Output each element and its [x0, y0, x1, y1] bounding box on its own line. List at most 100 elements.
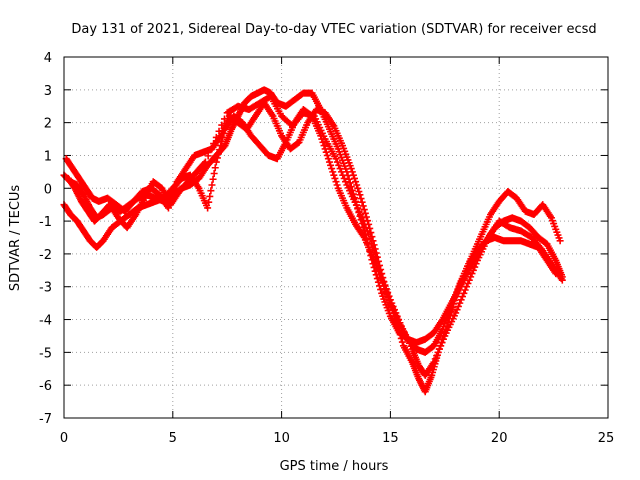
- data-point: [389, 302, 397, 310]
- data-point: [207, 187, 215, 195]
- data-point: [397, 334, 405, 342]
- data-point: [365, 230, 373, 238]
- series-track-c: [62, 99, 564, 396]
- data-point: [172, 181, 180, 189]
- data-point: [331, 174, 339, 182]
- data-point: [210, 170, 218, 178]
- data-point: [218, 121, 226, 129]
- data-point: [339, 171, 347, 179]
- data-point: [373, 275, 381, 283]
- data-point: [354, 184, 362, 192]
- y-tick-label: 4: [44, 51, 52, 66]
- data-point: [388, 299, 396, 307]
- data-point: [325, 158, 333, 166]
- data-point: [556, 237, 564, 245]
- data-point: [201, 158, 209, 166]
- data-point: [211, 164, 219, 172]
- data-point: [447, 307, 455, 315]
- data-point: [384, 288, 392, 296]
- data-point: [472, 260, 480, 268]
- y-tick-label: 2: [44, 117, 52, 132]
- data-point: [366, 235, 374, 243]
- data-point: [386, 296, 394, 304]
- axis-ticks: 0 5 10 15 20 25 -7 -6 -5 -4 -3 -2 -1 0 1 2 3 4: [39, 51, 614, 446]
- data-point: [382, 285, 390, 293]
- data-point: [332, 178, 340, 186]
- y-tick-label: -7: [39, 412, 52, 427]
- x-axis-label: GPS time / hours: [280, 459, 389, 474]
- data-point: [460, 289, 468, 297]
- data-point: [359, 217, 367, 225]
- data-point: [376, 266, 384, 274]
- data-point: [327, 161, 335, 169]
- data-point: [471, 263, 479, 271]
- data-point: [385, 292, 393, 300]
- data-point: [437, 342, 445, 350]
- data-point: [200, 159, 208, 167]
- data-point: [333, 181, 341, 189]
- data-point: [469, 266, 477, 274]
- data-point: [333, 158, 341, 166]
- data-point: [468, 270, 476, 278]
- y-tick-label: -2: [39, 248, 52, 263]
- data-point: [353, 181, 361, 189]
- data-point: [396, 319, 404, 327]
- data-point: [212, 133, 220, 141]
- data-point: [212, 158, 220, 166]
- x-tick-label: 10: [273, 431, 290, 446]
- data-point: [214, 150, 222, 158]
- data-point: [204, 152, 212, 160]
- data-point: [359, 202, 367, 210]
- data-point: [362, 213, 370, 221]
- data-point: [431, 355, 439, 363]
- data-point: [463, 283, 471, 291]
- data-point: [369, 244, 377, 252]
- data-point: [357, 195, 365, 203]
- data-point: [323, 151, 331, 159]
- y-tick-label: -4: [39, 314, 52, 329]
- data-point: [434, 348, 442, 356]
- data-point: [208, 181, 216, 189]
- data-point: [454, 302, 462, 310]
- data-point: [464, 279, 472, 287]
- data-point: [467, 273, 475, 281]
- x-tick-label: 25: [598, 431, 615, 446]
- data-point: [398, 338, 406, 346]
- data-point: [213, 154, 221, 162]
- data-point: [171, 184, 179, 192]
- data-point: [362, 224, 370, 232]
- data-point: [350, 174, 358, 182]
- data-point: [370, 248, 378, 256]
- data-point: [394, 323, 402, 331]
- data-point: [320, 142, 328, 150]
- data-point: [457, 296, 465, 304]
- data-point: [430, 358, 438, 366]
- data-point: [361, 220, 369, 228]
- data-point: [345, 175, 353, 183]
- y-tick-label: -5: [39, 346, 52, 361]
- y-tick-label: -6: [39, 379, 52, 394]
- data-point: [347, 165, 355, 173]
- series-track-d: [64, 92, 566, 379]
- plot-frame: [63, 56, 609, 419]
- data-points: [60, 86, 566, 396]
- x-tick-label: 0: [60, 431, 68, 446]
- data-point: [450, 300, 458, 308]
- data-point: [322, 148, 330, 156]
- data-point: [393, 312, 401, 320]
- data-point: [390, 306, 398, 314]
- data-point: [328, 165, 336, 173]
- data-point: [210, 140, 218, 148]
- data-point: [446, 311, 454, 319]
- data-point: [324, 155, 332, 163]
- data-point: [209, 175, 217, 183]
- data-point: [207, 146, 215, 154]
- y-tick-label: -3: [39, 281, 52, 296]
- data-point: [435, 345, 443, 353]
- data-point: [461, 286, 469, 294]
- y-tick-label: 3: [44, 84, 52, 99]
- data-point: [335, 161, 343, 169]
- data-point: [216, 146, 224, 154]
- data-point: [465, 276, 473, 284]
